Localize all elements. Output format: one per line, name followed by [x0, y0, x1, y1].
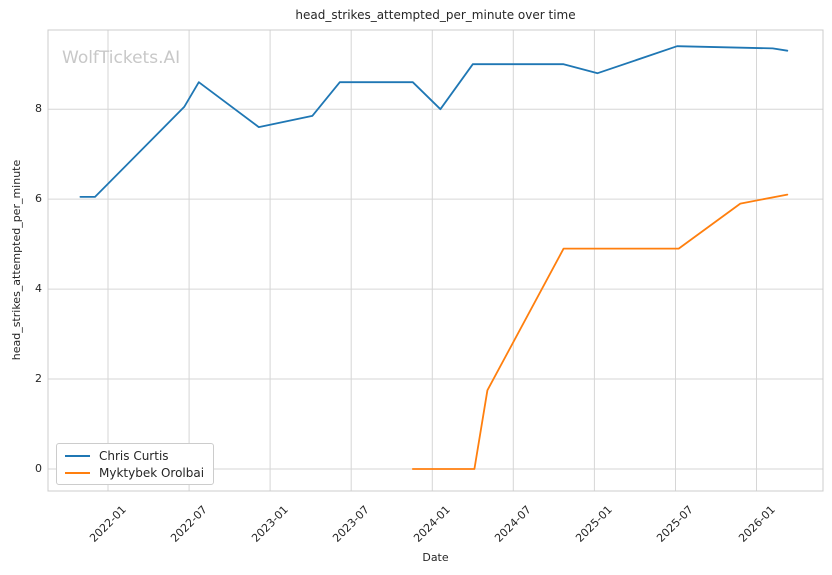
y-tick-label: 0	[35, 462, 42, 475]
y-tick-label: 8	[35, 102, 42, 115]
legend-items: Chris Curtis Myktybek Orolbai	[65, 447, 204, 481]
y-tick-label: 6	[35, 192, 42, 205]
y-tick-label: 4	[35, 282, 42, 295]
y-axis-label: head_strikes_attempted_per_minute	[10, 159, 23, 361]
legend-item: Chris Curtis	[65, 447, 204, 464]
legend-label: Chris Curtis	[99, 448, 169, 463]
legend: Chris Curtis Myktybek Orolbai	[56, 443, 215, 485]
watermark: WolfTickets.AI	[62, 48, 181, 68]
series-line-chris-curtis	[79, 45, 789, 198]
y-tick-label: 2	[35, 372, 42, 385]
legend-label: Myktybek Orolbai	[99, 465, 205, 480]
legend-item: Myktybek Orolbai	[65, 464, 204, 481]
series-line-myktybek-orolbai	[411, 193, 789, 470]
legend-line-swatch	[65, 454, 90, 457]
legend-line-swatch	[65, 471, 90, 474]
plot-border	[47, 29, 824, 492]
chart-title: head_strikes_attempted_per_minute over t…	[295, 8, 576, 22]
x-axis-label: Date	[422, 551, 449, 564]
